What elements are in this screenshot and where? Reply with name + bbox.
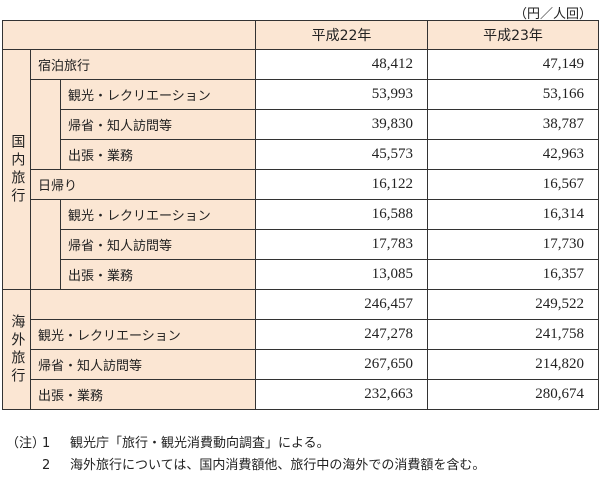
- row-label: 観光・レクリエーション: [59, 79, 257, 110]
- value-cell: 267,650: [255, 349, 429, 380]
- value-cell: 16,314: [427, 199, 600, 230]
- row-label: 観光・レクリエーション: [29, 319, 257, 350]
- table-row: 出張・業務 45,573 42,963: [3, 139, 600, 170]
- notes-lead: （注）: [6, 436, 46, 451]
- value-cell: 48,412: [255, 49, 429, 80]
- table-row: 帰省・知人訪問等 267,650 214,820: [3, 349, 600, 380]
- table-row: 帰省・知人訪問等 17,783 17,730: [3, 229, 600, 260]
- value-cell: 53,166: [427, 79, 600, 110]
- value-cell: 16,567: [427, 169, 600, 200]
- unit-label: （円／人回）: [513, 7, 592, 22]
- value-cell: 280,674: [427, 379, 600, 410]
- table-row: 出張・業務 13,085 16,357: [3, 259, 600, 290]
- value-cell: 47,149: [427, 49, 600, 80]
- note-item: 2 海外旅行については、国内消費額他、旅行中の海外での消費額を含む。: [6, 455, 598, 477]
- table-row: 帰省・知人訪問等 39,830 38,787: [3, 109, 600, 140]
- note-text: 観光庁「旅行・観光消費動向調査」による。: [70, 436, 330, 451]
- value-cell: 42,963: [427, 139, 600, 170]
- table-row: 観光・レクリエーション 247,278 241,758: [3, 319, 600, 350]
- note-item: （注） 1 観光庁「旅行・観光消費動向調査」による。: [6, 433, 598, 455]
- value-cell: 17,783: [255, 229, 429, 260]
- row-label: 帰省・知人訪問等: [59, 109, 257, 140]
- value-cell: 241,758: [427, 319, 600, 350]
- table-row: 出張・業務 232,663 280,674: [3, 379, 600, 410]
- header-corner-cell: [1, 20, 257, 50]
- row-label: 観光・レクリエーション: [59, 199, 257, 230]
- row-label: 出張・業務: [59, 259, 257, 290]
- indent-spacer: [30, 199, 61, 290]
- table-row: 国内旅行 宿泊旅行 48,412 47,149: [2, 49, 600, 290]
- table-row: 観光・レクリエーション 16,588 16,314: [3, 199, 600, 290]
- value-cell: 249,522: [427, 289, 600, 320]
- notes-lead-spacer: [6, 455, 42, 477]
- value-cell: 38,787: [427, 109, 600, 140]
- value-cell: 232,663: [255, 379, 429, 410]
- domestic-section-label: 国内旅行: [2, 49, 31, 290]
- row-label: 帰省・知人訪問等: [59, 229, 257, 260]
- indent-spacer: [30, 79, 61, 170]
- value-cell: 16,122: [255, 169, 429, 200]
- note-number: 1: [42, 436, 51, 451]
- value-cell: 39,830: [255, 109, 429, 140]
- row-label: 宿泊旅行: [29, 49, 257, 80]
- overseas-section-label: 海外旅行: [2, 289, 31, 410]
- note-number: 2: [42, 458, 51, 473]
- value-cell: 214,820: [427, 349, 600, 380]
- value-cell: 53,993: [255, 79, 429, 110]
- value-cell: 16,588: [255, 199, 429, 230]
- table-row: 観光・レクリエーション 53,993 53,166: [3, 79, 600, 170]
- table-header-row: 平成22年 平成23年: [1, 20, 600, 50]
- overseas-total-label-cell: [29, 289, 257, 320]
- value-cell: 45,573: [255, 139, 429, 170]
- value-cell: 17,730: [427, 229, 600, 260]
- table-row: 海外旅行 246,457 249,522: [2, 289, 600, 410]
- row-label: 日帰り: [29, 169, 257, 200]
- row-label: 出張・業務: [59, 139, 257, 170]
- value-cell: 16,357: [427, 259, 600, 290]
- note-text: 海外旅行については、国内消費額他、旅行中の海外での消費額を含む。: [70, 458, 486, 473]
- row-label: 帰省・知人訪問等: [29, 349, 257, 380]
- value-cell: 13,085: [255, 259, 429, 290]
- table-row: 日帰り 16,122 16,567: [3, 169, 600, 200]
- value-cell: 247,278: [255, 319, 429, 350]
- row-label: 出張・業務: [29, 379, 257, 410]
- column-header: 平成23年: [427, 20, 600, 50]
- notes: （注） 1 観光庁「旅行・観光消費動向調査」による。 2 海外旅行については、国…: [6, 433, 598, 477]
- column-header: 平成22年: [255, 20, 429, 50]
- value-cell: 246,457: [255, 289, 429, 320]
- expenditure-table: 平成22年 平成23年 国内旅行 宿泊旅行 48,412 47,149 観光・レ…: [1, 20, 600, 410]
